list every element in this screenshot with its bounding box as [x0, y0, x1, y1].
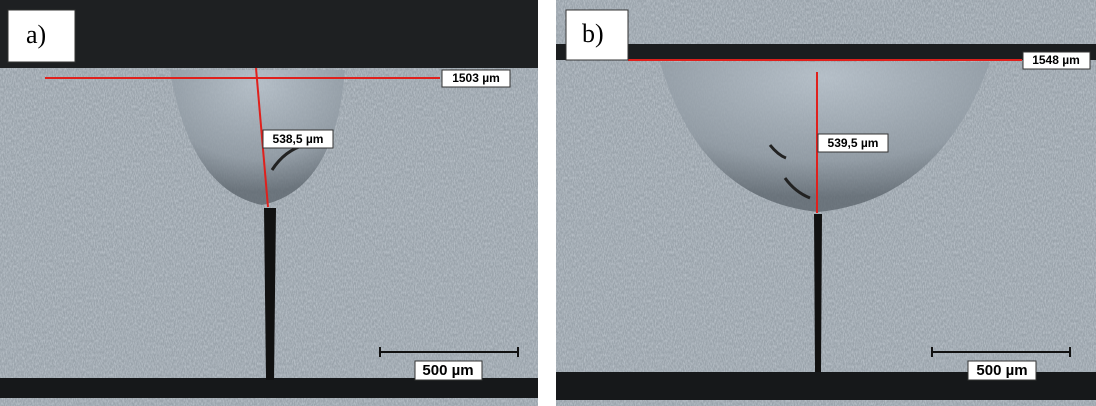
measure-box: [441, 69, 511, 88]
defect: [768, 144, 811, 200]
top-band: [0, 0, 538, 68]
scale-label: 500 µm: [422, 362, 473, 379]
label-box: [565, 9, 629, 61]
measure-box: [817, 133, 889, 153]
scale-box: [414, 360, 483, 381]
weld-pool: [170, 70, 345, 205]
width-measure: 1503 µm: [452, 71, 500, 85]
scale-box: [967, 360, 1037, 381]
panel-b: b) 1548 µm 539,5 µm 500 µm: [556, 0, 1096, 406]
crack: [814, 214, 822, 372]
crack: [264, 208, 276, 380]
depth-measure: 539,5 µm: [828, 136, 879, 150]
depth-measure: 538,5 µm: [273, 132, 324, 146]
measure-box: [262, 129, 334, 149]
width-measure: 1548 µm: [1032, 53, 1080, 67]
label-box: [7, 9, 76, 63]
panel-label: b): [582, 19, 604, 48]
depth-line: [255, 67, 269, 208]
panel-a: a) 1503 µm 538,5 µm 500 µm: [0, 0, 538, 406]
scale-label: 500 µm: [976, 362, 1027, 379]
bottom-band: [0, 378, 538, 398]
measure-box: [1022, 51, 1091, 70]
panel-label: a): [26, 20, 46, 49]
top-gap: [556, 44, 1096, 60]
